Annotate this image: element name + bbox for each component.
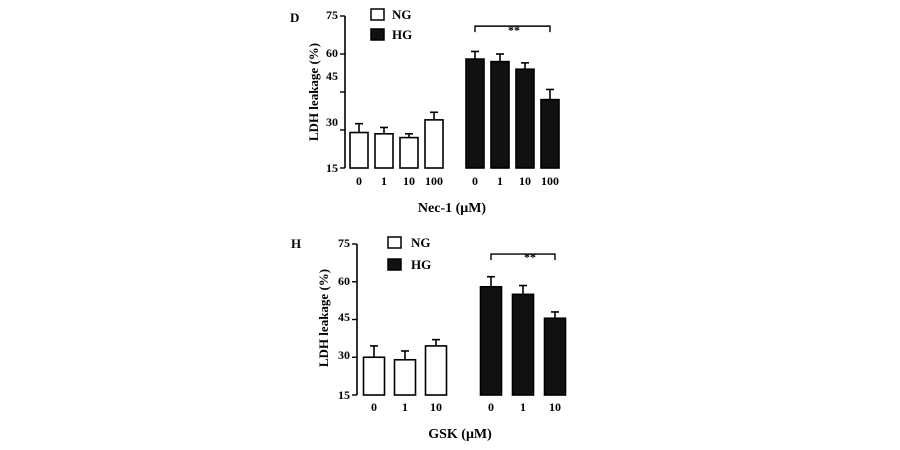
significance-bracket xyxy=(490,253,556,261)
significance-label: ** xyxy=(508,23,520,37)
x-tick-label: 100 xyxy=(425,174,443,188)
legend-label: NG xyxy=(411,235,431,250)
chart-panel-d: D LDH leakage (%) Nec-1 (μM) 15 30 45 60… xyxy=(290,7,559,216)
x-tick-label: 10 xyxy=(430,400,442,414)
bar-ng xyxy=(374,133,394,169)
bar-ng xyxy=(393,358,417,396)
bar-hg xyxy=(540,98,560,169)
panel-label: D xyxy=(290,10,299,25)
bar-ng xyxy=(399,136,419,169)
bar-hg xyxy=(465,58,485,169)
bar-ng xyxy=(349,131,369,169)
significance-label: ** xyxy=(524,250,536,264)
x-tick-label: 1 xyxy=(497,174,503,188)
legend-swatch-ng xyxy=(370,8,385,21)
y-tick-label: 60 xyxy=(338,274,350,288)
bar-hg xyxy=(543,317,567,396)
x-tick-label: 0 xyxy=(356,174,362,188)
x-tick-label: 1 xyxy=(520,400,526,414)
bar-ng xyxy=(424,345,448,396)
x-tick-label: 10 xyxy=(519,174,531,188)
y-tick-label: 45 xyxy=(326,69,338,83)
y-tick-label: 30 xyxy=(338,348,350,362)
chart-panel-h: H LDH leakage (%) GSK (μM) 15 30 45 60 7… xyxy=(291,235,561,442)
y-tick-label: 75 xyxy=(338,236,350,250)
bar-hg xyxy=(511,293,535,396)
legend-label: NG xyxy=(392,7,412,22)
y-tick-label: 15 xyxy=(338,388,350,402)
x-tick-label: 10 xyxy=(549,400,561,414)
significance-bracket xyxy=(474,25,551,33)
y-axis-label: LDH leakage (%) xyxy=(306,43,321,141)
y-tick-label: 45 xyxy=(338,310,350,324)
x-axis-label: GSK (μM) xyxy=(428,427,492,442)
y-tick-label: 60 xyxy=(326,46,338,60)
x-tick-label: 100 xyxy=(541,174,559,188)
x-tick-label: 10 xyxy=(403,174,415,188)
y-axis-label: LDH leakage (%) xyxy=(316,269,331,367)
legend-swatch-ng xyxy=(387,236,402,249)
legend-swatch-hg xyxy=(387,258,402,271)
legend-swatch-hg xyxy=(370,28,385,41)
bar-hg xyxy=(490,60,510,169)
bar-hg xyxy=(479,285,503,396)
x-tick-label: 0 xyxy=(371,400,377,414)
x-tick-label: 0 xyxy=(472,174,478,188)
bar-ng xyxy=(424,119,444,169)
bar-ng xyxy=(362,356,386,396)
y-tick-label: 75 xyxy=(326,8,338,22)
x-tick-label: 0 xyxy=(488,400,494,414)
x-tick-label: 1 xyxy=(402,400,408,414)
legend-label: HG xyxy=(411,257,431,272)
y-tick-label: 30 xyxy=(326,115,338,129)
legend-label: HG xyxy=(392,27,412,42)
y-tick-label: 15 xyxy=(326,161,338,175)
x-axis-label: Nec-1 (μM) xyxy=(418,201,487,216)
x-tick-label: 1 xyxy=(381,174,387,188)
panel-label: H xyxy=(291,236,301,251)
bar-hg xyxy=(515,68,535,169)
